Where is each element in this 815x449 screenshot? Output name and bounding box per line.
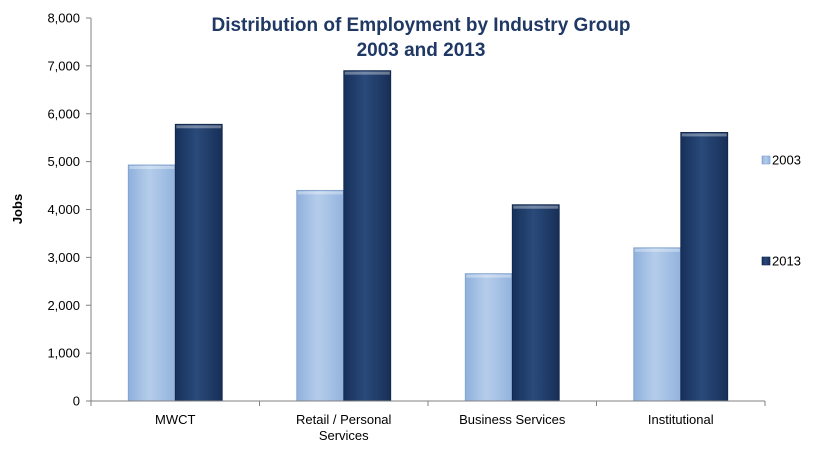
bar-2003-0 — [127, 164, 176, 402]
y-tick-label: 0 — [73, 394, 80, 409]
legend: 2003 2013 — [761, 153, 801, 269]
bar-highlight — [634, 248, 680, 252]
y-axis: 0 1,000 2,000 3,000 4,000 5,000 6,000 7,000 8,00… — [47, 11, 92, 409]
bar-2003-2 — [464, 273, 513, 402]
y-tick-label: 6,000 — [47, 106, 80, 121]
legend-swatch-2013 — [761, 256, 771, 266]
y-tick-label: 1,000 — [47, 346, 80, 361]
x-tick-label: Business Services — [459, 412, 566, 427]
x-tick-label: Institutional — [648, 412, 714, 427]
bar-highlight — [466, 274, 512, 278]
chart-subtitle: 2003 and 2013 — [357, 40, 486, 61]
bar-2013-3 — [680, 132, 729, 402]
bar-highlight — [176, 125, 222, 129]
x-tick-label: MWCT — [155, 412, 195, 427]
bar-highlight — [681, 133, 727, 137]
chart-title: Distribution of Employment by Industry G… — [211, 15, 630, 36]
legend-label-2013: 2013 — [772, 254, 801, 269]
x-tick-label: Retail / Personal — [296, 412, 391, 427]
y-tick-label: 3,000 — [47, 250, 80, 265]
bar-highlight — [129, 165, 175, 169]
y-tick-label: 5,000 — [47, 154, 80, 169]
bar-highlight — [297, 191, 343, 195]
y-tick-label: 4,000 — [47, 202, 80, 217]
legend-label-2003: 2003 — [772, 153, 801, 168]
bar-2003-3 — [633, 247, 682, 402]
y-tick-label: 2,000 — [47, 298, 80, 313]
bar-2013-2 — [511, 204, 560, 402]
legend-swatch-2003 — [761, 155, 771, 165]
y-axis-label: Jobs — [10, 194, 25, 224]
bar-2013-0 — [174, 123, 223, 402]
bar-highlight — [513, 205, 559, 209]
bars-group — [127, 70, 729, 402]
bar-highlight — [344, 71, 390, 75]
bar-2003-1 — [296, 189, 345, 402]
x-tick-label: Services — [319, 428, 369, 443]
y-tick-label: 7,000 — [47, 58, 80, 73]
y-tick-label: 8,000 — [47, 11, 80, 26]
bar-2013-1 — [343, 70, 392, 402]
